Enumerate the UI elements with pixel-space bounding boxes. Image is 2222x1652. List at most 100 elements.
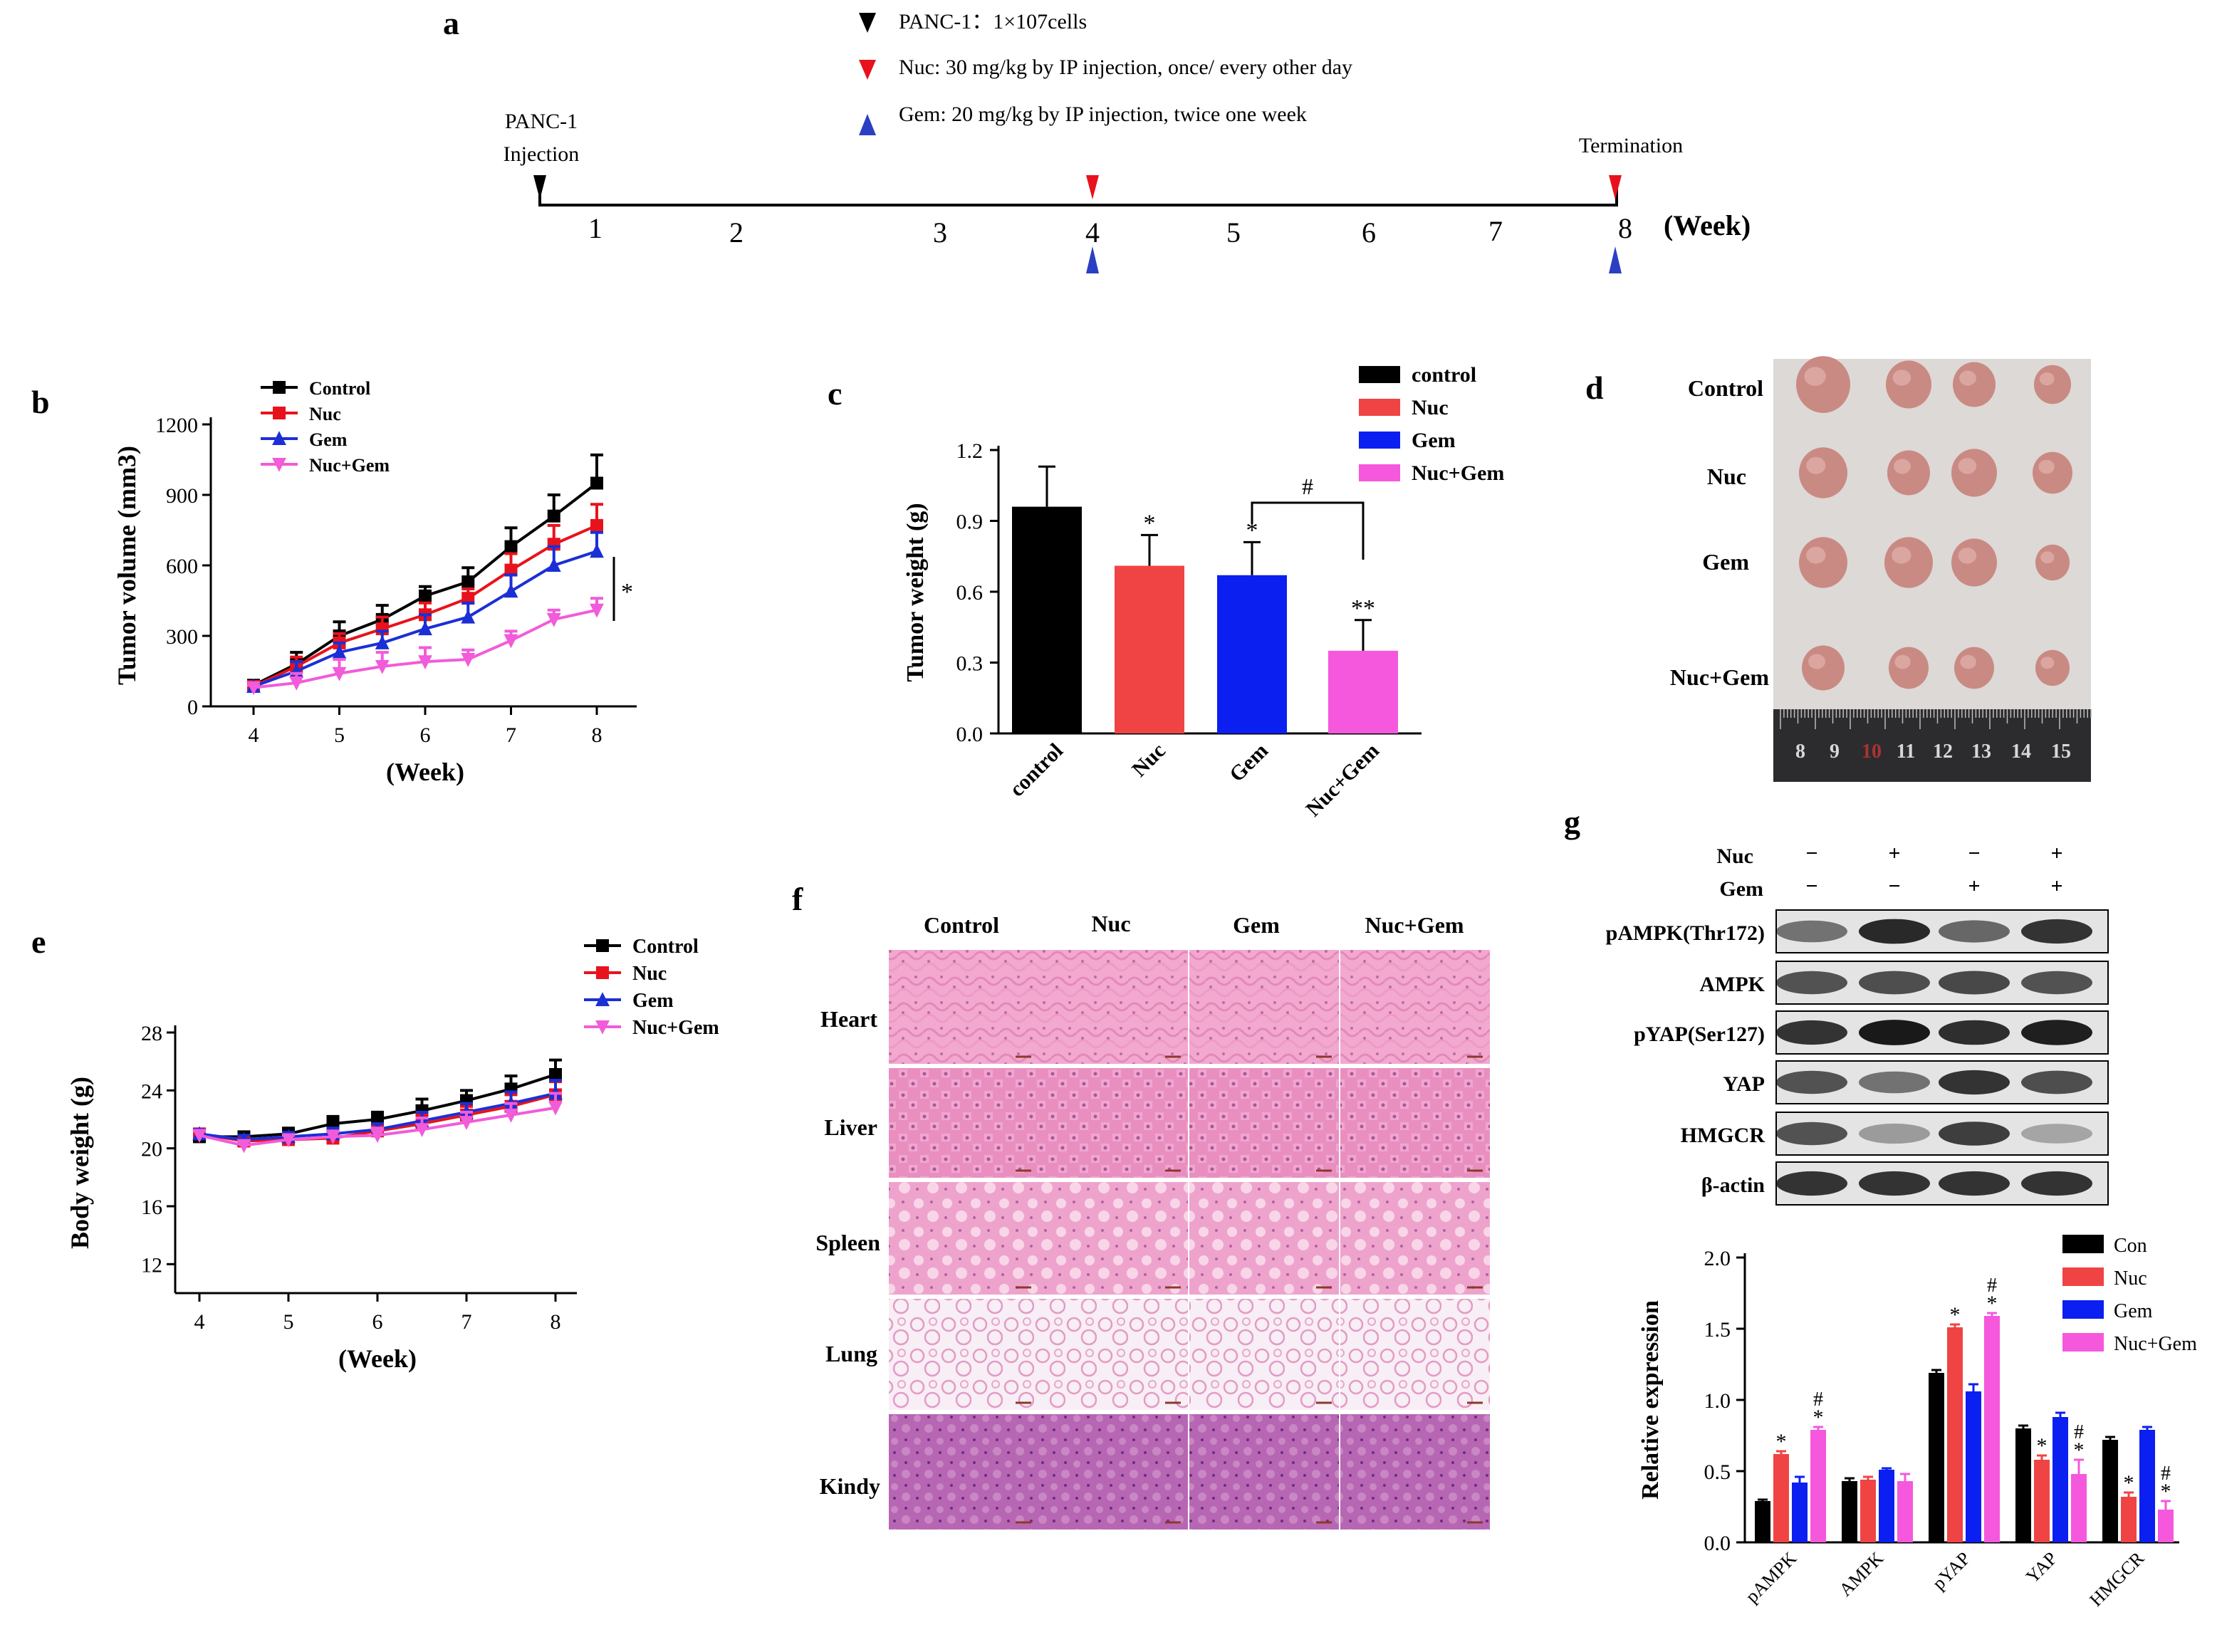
blot-band: [1939, 1171, 2010, 1196]
data-point: [325, 1130, 340, 1145]
y-tick-label: 300: [166, 625, 198, 649]
data-point: [504, 540, 518, 553]
bar-gem: [2053, 1417, 2068, 1542]
end-label: Termination: [1579, 134, 1683, 157]
blot-band: [2021, 1020, 2092, 1045]
histology-image: [889, 1068, 1038, 1178]
treatment-sign: −: [1968, 842, 1980, 865]
legend-text-nuc: Nuc: 30 mg/kg by IP injection, once/ eve…: [899, 56, 1352, 79]
bar-nucgem: [2158, 1510, 2174, 1542]
bar-nucgem: [1984, 1316, 2000, 1542]
timeline-week-7: 7: [1488, 215, 1503, 247]
data-point: [459, 1116, 474, 1130]
data-point: [375, 659, 390, 674]
bar-gem: [1792, 1483, 1808, 1542]
legend-red-arrow-icon: [859, 60, 876, 80]
treatment-label-nuc: Nuc: [1716, 845, 1753, 868]
blot-row-label: pYAP(Ser127): [1634, 1023, 1765, 1046]
x-tick-label: Nuc: [1127, 739, 1170, 782]
tumor-highlight: [1808, 654, 1825, 669]
data-point: [332, 666, 347, 681]
panel-label-g: g: [1564, 804, 1580, 840]
data-point: [504, 563, 518, 577]
treatment-label-gem: Gem: [1719, 877, 1763, 901]
panel-f: f Control Nuc Gem Nuc+Gem Heart Liver Sp…: [792, 881, 1490, 1530]
y-axis-title: Tumor volume (mm3): [113, 446, 141, 685]
data-point: [418, 655, 432, 670]
blot-band: [1939, 920, 2010, 943]
data-point: [236, 1139, 251, 1154]
significance-star: *: [1950, 1303, 1961, 1327]
legend-swatch: [1359, 399, 1400, 416]
tumor-photo-specimens: [1796, 356, 2072, 691]
tumor-specimen: [1951, 449, 1997, 497]
significance-star: *: [2037, 1434, 2048, 1458]
data-point: [546, 558, 561, 572]
legend-marker: [272, 458, 286, 472]
data-point: [590, 603, 604, 618]
histology-image: [1189, 950, 1339, 1064]
data-point: [590, 476, 603, 490]
panel-c: c 0.0 0.3 0.6 0.9 1.2 Tumor weight (g) control…: [828, 363, 1504, 821]
timeline-unit: (Week): [1664, 209, 1751, 241]
legend-label: Gem: [2114, 1300, 2153, 1322]
blot-band: [1939, 971, 2010, 995]
legend-marker: [595, 992, 610, 1006]
legend-swatch: [1359, 464, 1400, 481]
x-tick-label: Gem: [1225, 739, 1273, 787]
significance-star: *: [1144, 510, 1156, 536]
timeline-week-1: 1: [588, 212, 603, 244]
tumor-highlight: [1806, 456, 1826, 474]
comparison-bracket: [1251, 501, 1365, 560]
y-tick-label: 0.3: [956, 652, 984, 676]
chart-tumor-volume: 0 300 600 900 1200 4 5 6 7 8 (Week) Tumor volume (m…: [113, 378, 637, 786]
blot-band: [1939, 1020, 2010, 1045]
x-tick-label: 7: [506, 723, 516, 747]
tumor-highlight: [1894, 459, 1911, 474]
x-tick-label: 7: [461, 1310, 472, 1334]
y-tick-label: 600: [166, 555, 198, 578]
blot-band: [1859, 1123, 1930, 1144]
legend-text-gem: Gem: 20 mg/kg by IP injection, twice one…: [899, 103, 1307, 126]
y-axis-title: Body weight (g): [66, 1077, 94, 1249]
treatment-sign: +: [1968, 874, 1980, 898]
tumor-specimen: [2035, 544, 2070, 581]
bar-con: [2015, 1428, 2031, 1542]
blot-band: [1776, 1171, 1847, 1196]
blot-band: [1776, 920, 1847, 943]
blot-band: [1939, 1070, 2010, 1095]
bar-con: [2102, 1440, 2118, 1542]
panel-label-a: a: [443, 5, 459, 41]
blot-band: [2021, 971, 2092, 995]
blot-band: [2021, 919, 2092, 944]
ruler-number: 12: [1933, 741, 1953, 763]
histology-image: [1189, 1182, 1339, 1295]
legend-swatch: [2062, 1300, 2104, 1319]
bar-gem: [1966, 1391, 1981, 1542]
histology-col-nucgem: Nuc+Gem: [1365, 912, 1464, 938]
timeline-week-5: 5: [1226, 216, 1241, 249]
significance-star: *: [621, 579, 633, 605]
ruler-number: 10: [1862, 741, 1882, 763]
tumor-highlight: [2040, 657, 2055, 669]
blot-band: [1939, 1122, 2010, 1146]
significance-star: *: [1987, 1292, 1998, 1315]
tumor-row-label-nucgem: Nuc+Gem: [1670, 664, 1769, 690]
panel-d: d Control Nuc Gem Nuc+Gem 8 9 10 11 12 13 14 15: [1585, 356, 2092, 782]
blot-row-label: HMGCR: [1681, 1124, 1765, 1147]
blot-row-label: β-actin: [1701, 1173, 1765, 1197]
x-tick-label: AMPK: [1835, 1548, 1888, 1601]
week8-blue-arrow-icon: [1609, 246, 1622, 273]
timeline-week-3: 3: [933, 216, 947, 249]
week4-blue-arrow-icon: [1086, 246, 1099, 273]
treatment-sign: +: [2050, 874, 2062, 898]
ruler: [1773, 709, 2091, 782]
data-point: [461, 575, 475, 589]
tumor-highlight: [1958, 548, 1977, 564]
start-label-line1: PANC-1: [505, 110, 578, 133]
tumor-highlight: [1806, 546, 1826, 564]
tumor-specimen: [1951, 538, 1997, 587]
tumor-specimen: [2033, 451, 2072, 494]
data-point: [289, 676, 304, 691]
timeline-week-2: 2: [729, 216, 744, 249]
